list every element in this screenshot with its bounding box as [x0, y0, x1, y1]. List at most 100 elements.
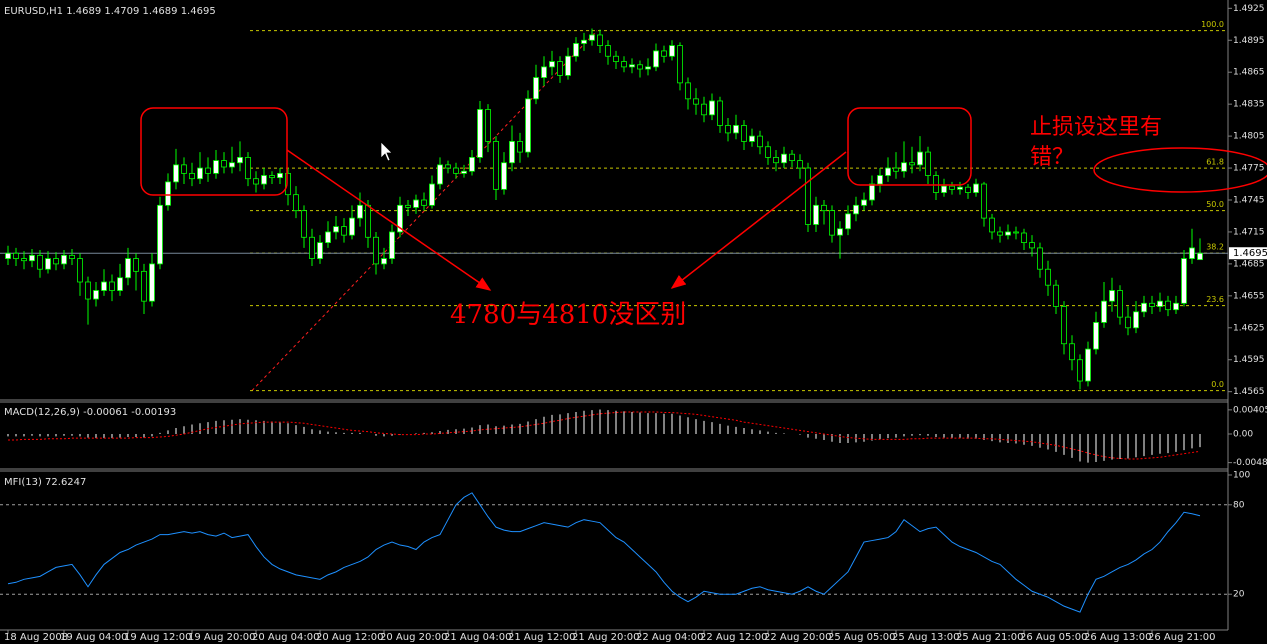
mfi-line: [7, 492, 1201, 613]
candle-body: [909, 162, 915, 166]
candle-body: [901, 162, 907, 172]
candle-body: [93, 290, 99, 300]
candle-body: [213, 160, 219, 174]
candle-body: [781, 153, 787, 164]
candle-body: [797, 160, 803, 169]
candle-body: [589, 34, 595, 41]
candle-body: [53, 258, 59, 265]
candle-body: [189, 172, 195, 180]
candle-body: [1061, 306, 1067, 345]
y-tick-label: 0.00405: [1233, 405, 1267, 415]
candle-body: [757, 135, 763, 148]
fib-trend-line: [251, 30, 598, 391]
price-label-box: [1229, 247, 1267, 260]
x-tick-label: 19 Aug 20:00: [188, 632, 255, 643]
candle-body: [381, 258, 387, 265]
candle-body: [1133, 311, 1139, 329]
candle-body: [389, 231, 395, 259]
candle-body: [277, 172, 283, 179]
candle-body: [109, 281, 115, 291]
x-tick-label: 19 Aug 04:00: [60, 632, 127, 643]
candle-body: [1005, 231, 1011, 236]
candle-body: [397, 204, 403, 233]
candle-body: [373, 236, 379, 265]
candle-body: [237, 157, 243, 164]
candle-body: [13, 252, 19, 259]
candle-body: [1117, 290, 1123, 318]
candle-body: [853, 204, 859, 215]
candle-body: [565, 55, 571, 76]
candle-body: [29, 254, 35, 262]
candle-body: [101, 281, 107, 291]
annotation: 错？: [1030, 145, 1074, 170]
candle-body: [1141, 302, 1147, 313]
candle-body: [645, 66, 651, 70]
candle-body: [45, 258, 51, 270]
x-tick-label: 22 Aug 12:00: [700, 632, 767, 643]
candle-body: [309, 236, 315, 259]
candle-body: [653, 50, 659, 68]
candle-body: [141, 270, 147, 302]
candle-body: [997, 231, 1003, 236]
x-tick-label: 20 Aug 04:00: [252, 632, 319, 643]
y-tick-label: 20: [1233, 590, 1245, 600]
candle-body: [957, 186, 963, 190]
candle-body: [333, 226, 339, 233]
highlight-box: [847, 107, 972, 186]
candle-body: [405, 204, 411, 208]
candle-body: [269, 175, 275, 179]
candle-body: [685, 82, 691, 100]
highlight-box: [140, 107, 288, 196]
candle-body: [493, 141, 499, 190]
candle-body: [165, 181, 171, 206]
candle-body: [413, 199, 419, 208]
candle-body: [85, 281, 91, 300]
y-tick-label: 1.4685: [1233, 259, 1265, 269]
fib-level-label: 0.0: [1211, 380, 1224, 389]
candle-body: [693, 98, 699, 105]
fib-level-label: 50.0: [1206, 200, 1224, 209]
candle-body: [949, 185, 955, 190]
candle-body: [805, 167, 811, 225]
arrow: [286, 149, 492, 291]
candle-body: [861, 199, 867, 206]
candle-body: [517, 141, 523, 153]
candle-body: [437, 164, 443, 185]
candle-body: [925, 151, 931, 176]
candle-body: [117, 277, 123, 291]
x-tick-label: 19 Aug 12:00: [124, 632, 191, 643]
mouse-cursor: [380, 141, 393, 162]
candle-body: [125, 258, 131, 279]
candle-body: [965, 186, 971, 193]
candle-body: [261, 175, 267, 185]
candle-body: [533, 77, 539, 100]
candle-body: [1037, 247, 1043, 270]
candle-body: [629, 64, 635, 68]
y-tick-label: 1.4805: [1233, 132, 1265, 142]
candle-body: [525, 98, 531, 153]
candle-body: [469, 157, 475, 172]
candle-body: [821, 204, 827, 212]
candle-body: [21, 258, 27, 262]
annotation: 4780与4810没区别: [450, 300, 686, 330]
candle-body: [981, 183, 987, 219]
x-tick-label: 22 Aug 04:00: [636, 632, 703, 643]
highlight-ellipse: [1093, 147, 1267, 193]
panel-title: MFI(13) 72.6247: [4, 477, 86, 488]
panel-title: EURUSD,H1 1.4689 1.4709 1.4689 1.4695: [4, 6, 216, 17]
candle-body: [349, 217, 355, 236]
candle-body: [973, 183, 979, 193]
y-tick-label: 1.4865: [1233, 68, 1265, 78]
candle-body: [1069, 343, 1075, 361]
candle-body: [1021, 232, 1027, 243]
candle-body: [701, 103, 707, 116]
y-tick-label: 0.00: [1233, 430, 1253, 440]
y-tick-label: 1.4745: [1233, 196, 1265, 206]
y-tick-label: 1.4775: [1233, 164, 1265, 174]
candle-body: [325, 231, 331, 243]
candle-body: [149, 263, 155, 302]
candle-body: [1149, 302, 1155, 307]
candle-body: [61, 254, 67, 265]
x-tick-label: 21 Aug 12:00: [508, 632, 575, 643]
y-tick-label: 1.4565: [1233, 387, 1265, 397]
